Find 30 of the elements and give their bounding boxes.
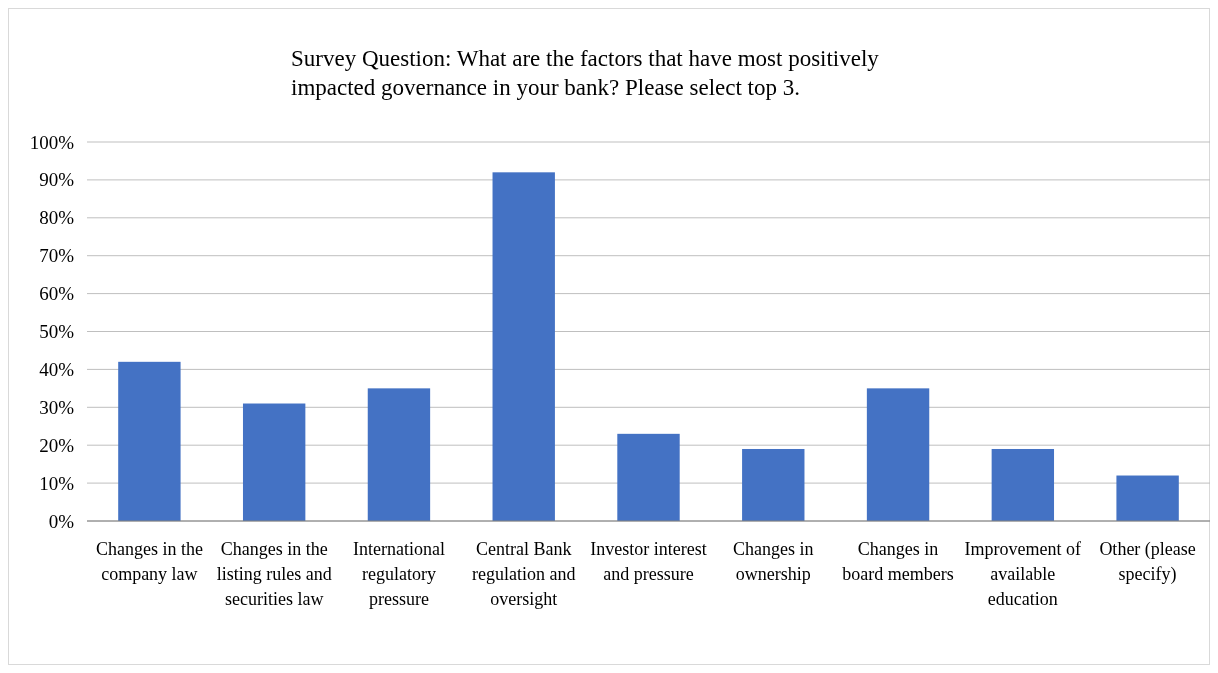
y-tick-label: 30%	[39, 396, 75, 418]
bar	[1116, 475, 1179, 521]
y-tick-label: 10%	[39, 472, 75, 494]
chart-title: Survey Question: What are the factors that have most positively impacted governance in your bank? Please select top 3.	[291, 46, 880, 100]
bar	[866, 388, 930, 521]
y-tick-label: 90%	[39, 169, 75, 191]
x-tick-label: Investor interest and pressure	[590, 539, 707, 584]
bar	[742, 448, 805, 521]
y-tick-label: 100%	[29, 131, 75, 153]
x-tick-label: International regulatory pressure	[352, 539, 445, 609]
y-tick-label: 80%	[39, 207, 75, 229]
x-tick-label: Changes in the listing rules and securities law	[216, 539, 332, 609]
y-tick-label: 0%	[48, 510, 75, 532]
x-tick-label: Changes in the company law	[95, 539, 203, 584]
x-tick-label: Other (please specify)	[1099, 539, 1196, 585]
y-tick-label: 50%	[39, 321, 75, 343]
x-tick-label: Improvement of available education	[964, 539, 1082, 609]
x-tick-label: Central Bank regulation and oversight	[471, 539, 576, 609]
x-tick-label: Changes in ownership	[733, 539, 814, 584]
x-tick-label: Changes in board members	[842, 539, 954, 584]
bar	[242, 403, 306, 521]
bar	[118, 361, 181, 521]
bar	[492, 172, 555, 521]
y-tick-label: 20%	[39, 434, 75, 456]
bar	[617, 433, 680, 521]
bar	[991, 448, 1055, 521]
y-tick-label: 40%	[39, 358, 75, 380]
bar	[367, 388, 431, 521]
y-tick-label: 70%	[39, 245, 75, 267]
y-tick-label: 60%	[39, 283, 75, 305]
